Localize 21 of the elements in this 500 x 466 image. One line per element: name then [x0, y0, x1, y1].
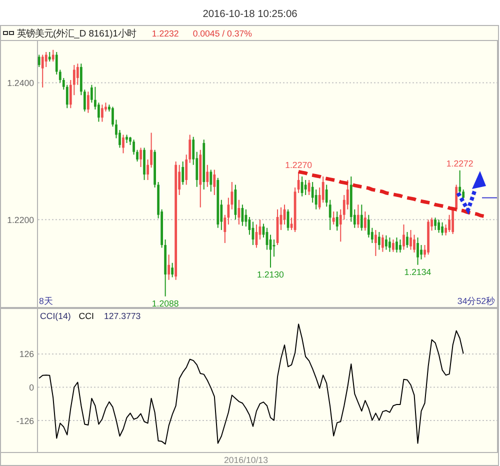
annotation: 1.2130: [257, 270, 284, 280]
chart-title: 2016-10-18 10:25:06: [202, 9, 298, 20]
annotation: 34分52秒: [457, 296, 495, 306]
x-tick-label: 2016/10/13: [224, 455, 268, 465]
text: CCI: [78, 311, 94, 321]
line-series: [38, 324, 464, 445]
annotation: 1.2134: [404, 266, 432, 277]
annotation: 8天: [39, 296, 53, 306]
chart-subtitle: 英镑美元(外汇_D 8161)1小时: [17, 28, 136, 38]
y-tick-label: 126: [19, 349, 34, 360]
y-tick-label: -126: [16, 416, 34, 426]
annotation: 1.2088: [152, 298, 179, 308]
chart-title: CCI(14): [40, 311, 71, 321]
y-tick-label: 0: [29, 382, 34, 392]
text: 0.0045 / 0.37%: [192, 28, 252, 38]
y-tick-label: 1.2200: [7, 214, 34, 225]
annotation: 1.2272: [446, 158, 474, 168]
annotation: 127.3773: [104, 311, 141, 321]
y-tick-label: 1.2400: [7, 78, 34, 88]
annotation: 1.2270: [285, 160, 312, 170]
text: 1.2232: [152, 28, 179, 38]
